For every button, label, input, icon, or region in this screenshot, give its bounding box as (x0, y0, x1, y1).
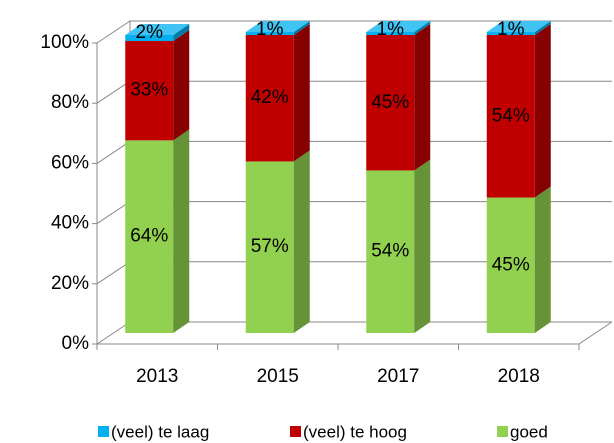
y-tick-label: 20% (51, 273, 89, 294)
bar-side (173, 24, 190, 42)
bar-top (486, 21, 551, 32)
bar-side (534, 21, 551, 36)
data-label: 45% (492, 254, 530, 275)
y-tick-label: 100% (40, 32, 89, 53)
bar-top (366, 21, 431, 32)
legend-label: goed (510, 422, 548, 441)
bar-side (173, 30, 190, 141)
legend-swatch (98, 426, 109, 437)
data-label: 45% (371, 92, 409, 113)
data-label: 64% (130, 226, 168, 247)
legend-swatch (497, 426, 508, 437)
bar-segment (366, 170, 415, 333)
data-label: 54% (371, 241, 409, 262)
x-tick-label: 2017 (377, 366, 419, 387)
legend-label: (veel) te laag (111, 422, 209, 441)
bar-top (125, 24, 190, 36)
bar-side (414, 24, 431, 171)
legend-label: (veel) te hoog (303, 422, 407, 441)
legend-swatch (290, 426, 301, 437)
data-label: 2% (136, 22, 164, 43)
bar-segment (245, 161, 294, 333)
bar-side (173, 129, 190, 333)
x-tick-label: 2018 (498, 366, 540, 387)
bar-side (293, 150, 310, 333)
data-label: 1% (497, 19, 525, 40)
x-tick-label: 2015 (257, 366, 299, 387)
bar-segment (125, 41, 174, 141)
bar-segment (245, 35, 294, 162)
data-label: 1% (377, 19, 405, 40)
bar-side (414, 21, 431, 36)
bar-segment (366, 32, 415, 36)
floor-side (578, 321, 613, 345)
bar-side (293, 24, 310, 162)
data-label: 57% (251, 236, 289, 257)
data-label: 1% (256, 19, 284, 40)
bar-segment (245, 32, 294, 36)
y-tick-label: 80% (51, 92, 89, 113)
y-tick-label: 40% (51, 213, 89, 234)
y-tick-label: 0% (62, 333, 90, 354)
bar-side (534, 24, 551, 198)
data-label: 33% (130, 80, 168, 101)
bar-side (414, 159, 431, 333)
y-tick-label: 60% (51, 152, 89, 173)
bar-side (534, 186, 551, 333)
bar-segment (125, 140, 174, 333)
bar-side (293, 21, 310, 36)
x-tick-label: 2013 (136, 366, 178, 387)
bar-segment (125, 35, 174, 42)
data-label: 54% (492, 105, 530, 126)
data-label: 42% (251, 87, 289, 108)
bar-segment (486, 197, 535, 333)
bar-top (245, 21, 310, 32)
bar-segment (486, 35, 535, 198)
bar-segment (366, 35, 415, 171)
bar-segment (486, 32, 535, 36)
